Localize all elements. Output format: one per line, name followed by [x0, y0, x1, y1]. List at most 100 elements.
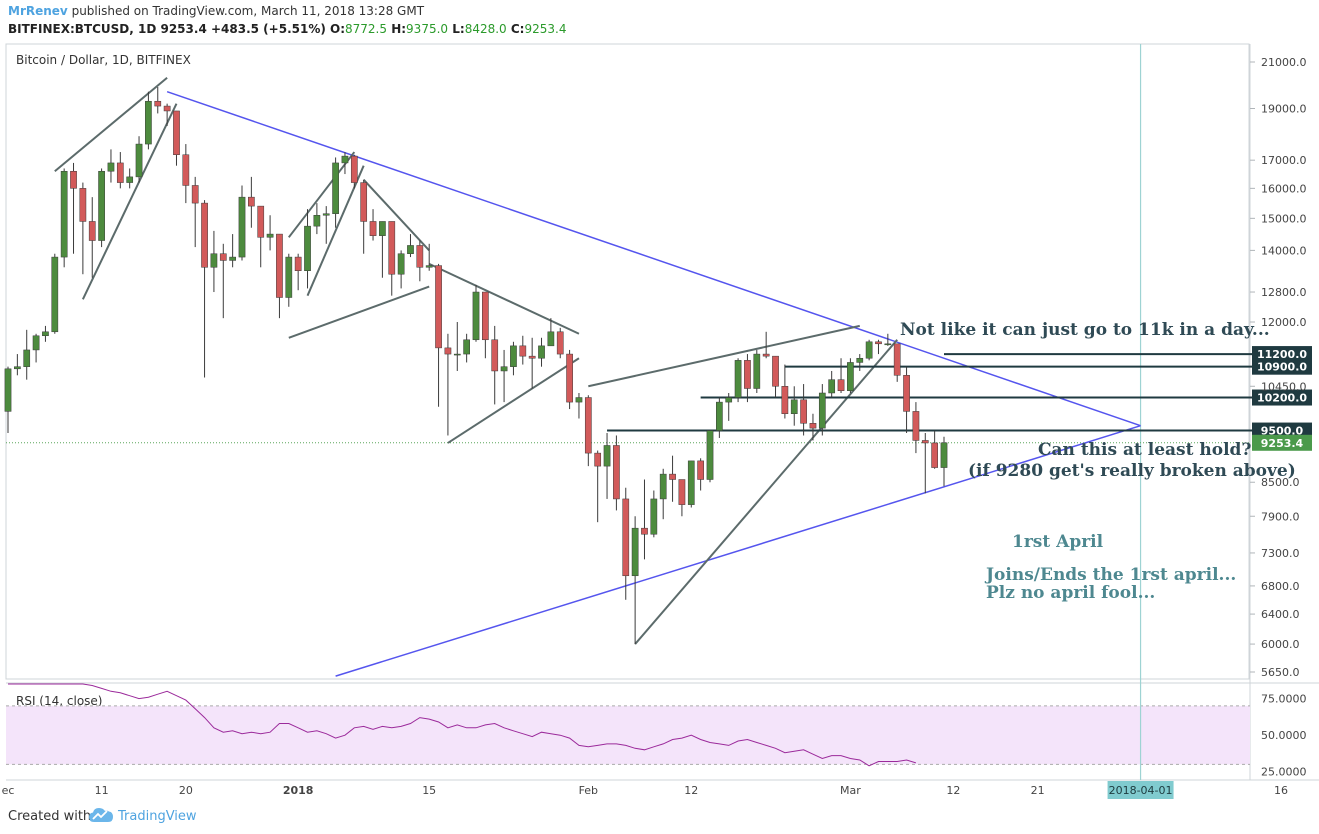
candle — [285, 253, 293, 307]
y-tick-label: 14000.0 — [1261, 244, 1307, 257]
symbol-label: BITFINEX:BTCUSD, 1D — [8, 22, 157, 36]
candle — [219, 243, 227, 319]
y-tick-label: 8500.0 — [1261, 476, 1300, 489]
candle — [116, 152, 124, 189]
candle — [70, 162, 77, 254]
y-tick-label: 17000.0 — [1261, 154, 1307, 167]
y-tick-label: 5650.0 — [1261, 666, 1300, 679]
y-tick-label: 15000.0 — [1261, 212, 1307, 225]
x-tick-label: 16 — [1274, 784, 1288, 797]
candle — [444, 333, 452, 436]
candle — [407, 234, 414, 258]
high-label: H: — [391, 22, 407, 36]
x-tick-label: 12 — [946, 784, 960, 797]
candle — [23, 329, 31, 380]
author-link[interactable]: MrRenev — [8, 4, 68, 18]
publish-line: MrRenev published on TradingView.com, Ma… — [8, 4, 424, 18]
candle — [818, 384, 826, 436]
open-label: O: — [330, 22, 346, 36]
price-chart[interactable]: Bitcoin / Dollar, 1D, BITFINEX RSI (14, … — [0, 0, 1319, 800]
candle — [435, 263, 442, 407]
x-tick-label: 2018-04-01 — [1109, 784, 1173, 797]
candle — [191, 176, 199, 248]
candle — [294, 253, 302, 291]
y-tick-label: 12800.0 — [1261, 286, 1307, 299]
candle — [51, 253, 59, 334]
candle — [379, 221, 386, 278]
candle — [173, 110, 180, 166]
rsi-band — [6, 705, 1250, 765]
candle — [556, 327, 564, 359]
candle — [772, 355, 779, 398]
candle — [566, 349, 573, 410]
candle — [135, 136, 143, 183]
last-price: 9253.4 — [160, 22, 207, 36]
price-label-box — [1252, 389, 1312, 406]
candle — [828, 370, 836, 398]
candle — [500, 349, 508, 403]
candle — [276, 233, 283, 319]
candle — [921, 433, 929, 494]
candle — [912, 402, 920, 454]
tradingview-brand[interactable]: TradingView — [118, 809, 197, 824]
candle — [482, 291, 489, 359]
pattern-line — [588, 324, 860, 388]
price-label-box — [1252, 358, 1312, 375]
candle — [884, 333, 892, 346]
price-label-box — [1252, 434, 1312, 451]
candle — [865, 339, 873, 361]
candle — [528, 337, 536, 389]
candle — [697, 458, 704, 491]
candle — [847, 358, 854, 393]
candle — [248, 176, 255, 228]
candle — [510, 341, 517, 376]
pattern-line — [428, 262, 580, 335]
y-tick-label: 6000.0 — [1261, 638, 1300, 651]
candle — [613, 435, 620, 511]
candle — [809, 413, 817, 441]
annotation-11k: Not like it can just go to 11k in a day.… — [900, 320, 1270, 340]
candle — [575, 392, 583, 419]
rsi-tick-label: 50.0000 — [1261, 729, 1307, 742]
candle — [14, 354, 21, 376]
candle — [163, 103, 171, 126]
pattern-line — [288, 151, 356, 238]
candle — [42, 325, 49, 342]
candle — [781, 364, 789, 419]
candle — [341, 152, 349, 175]
x-tick-label: 11 — [95, 784, 109, 797]
close-label: C: — [510, 22, 525, 36]
price-label: 10200.0 — [1257, 392, 1307, 405]
candle — [687, 460, 695, 508]
candle — [903, 366, 910, 434]
annotation-fool: Plz no april fool... — [986, 583, 1155, 603]
candle — [519, 335, 527, 365]
candle — [322, 206, 330, 244]
price-label: 10900.0 — [1257, 361, 1307, 374]
candle — [706, 430, 714, 483]
candle — [350, 154, 358, 189]
candle — [669, 455, 676, 502]
candle — [837, 358, 845, 393]
y-tick-label: 7300.0 — [1261, 547, 1300, 560]
y-tick-label: 16000.0 — [1261, 182, 1307, 195]
candle — [491, 325, 499, 405]
chart-title: Bitcoin / Dollar, 1D, BITFINEX — [16, 53, 191, 67]
candle — [893, 343, 901, 382]
candle — [369, 209, 377, 241]
candle — [547, 318, 555, 347]
candle — [631, 516, 639, 645]
price-label-box — [1252, 422, 1312, 439]
candle — [313, 203, 321, 235]
price-label: 9253.4 — [1261, 437, 1304, 450]
annotation-9280: (if 9280 get's really broken above) — [968, 461, 1296, 481]
candle — [229, 234, 236, 268]
candle — [266, 215, 274, 251]
candle — [725, 392, 733, 421]
candle — [79, 182, 87, 275]
pattern-line — [288, 285, 430, 339]
pattern-line — [362, 179, 430, 252]
candle — [463, 333, 470, 363]
price-label: 11200.0 — [1257, 348, 1307, 361]
annotation-joins: Joins/Ends the 1rst april... — [984, 565, 1236, 585]
